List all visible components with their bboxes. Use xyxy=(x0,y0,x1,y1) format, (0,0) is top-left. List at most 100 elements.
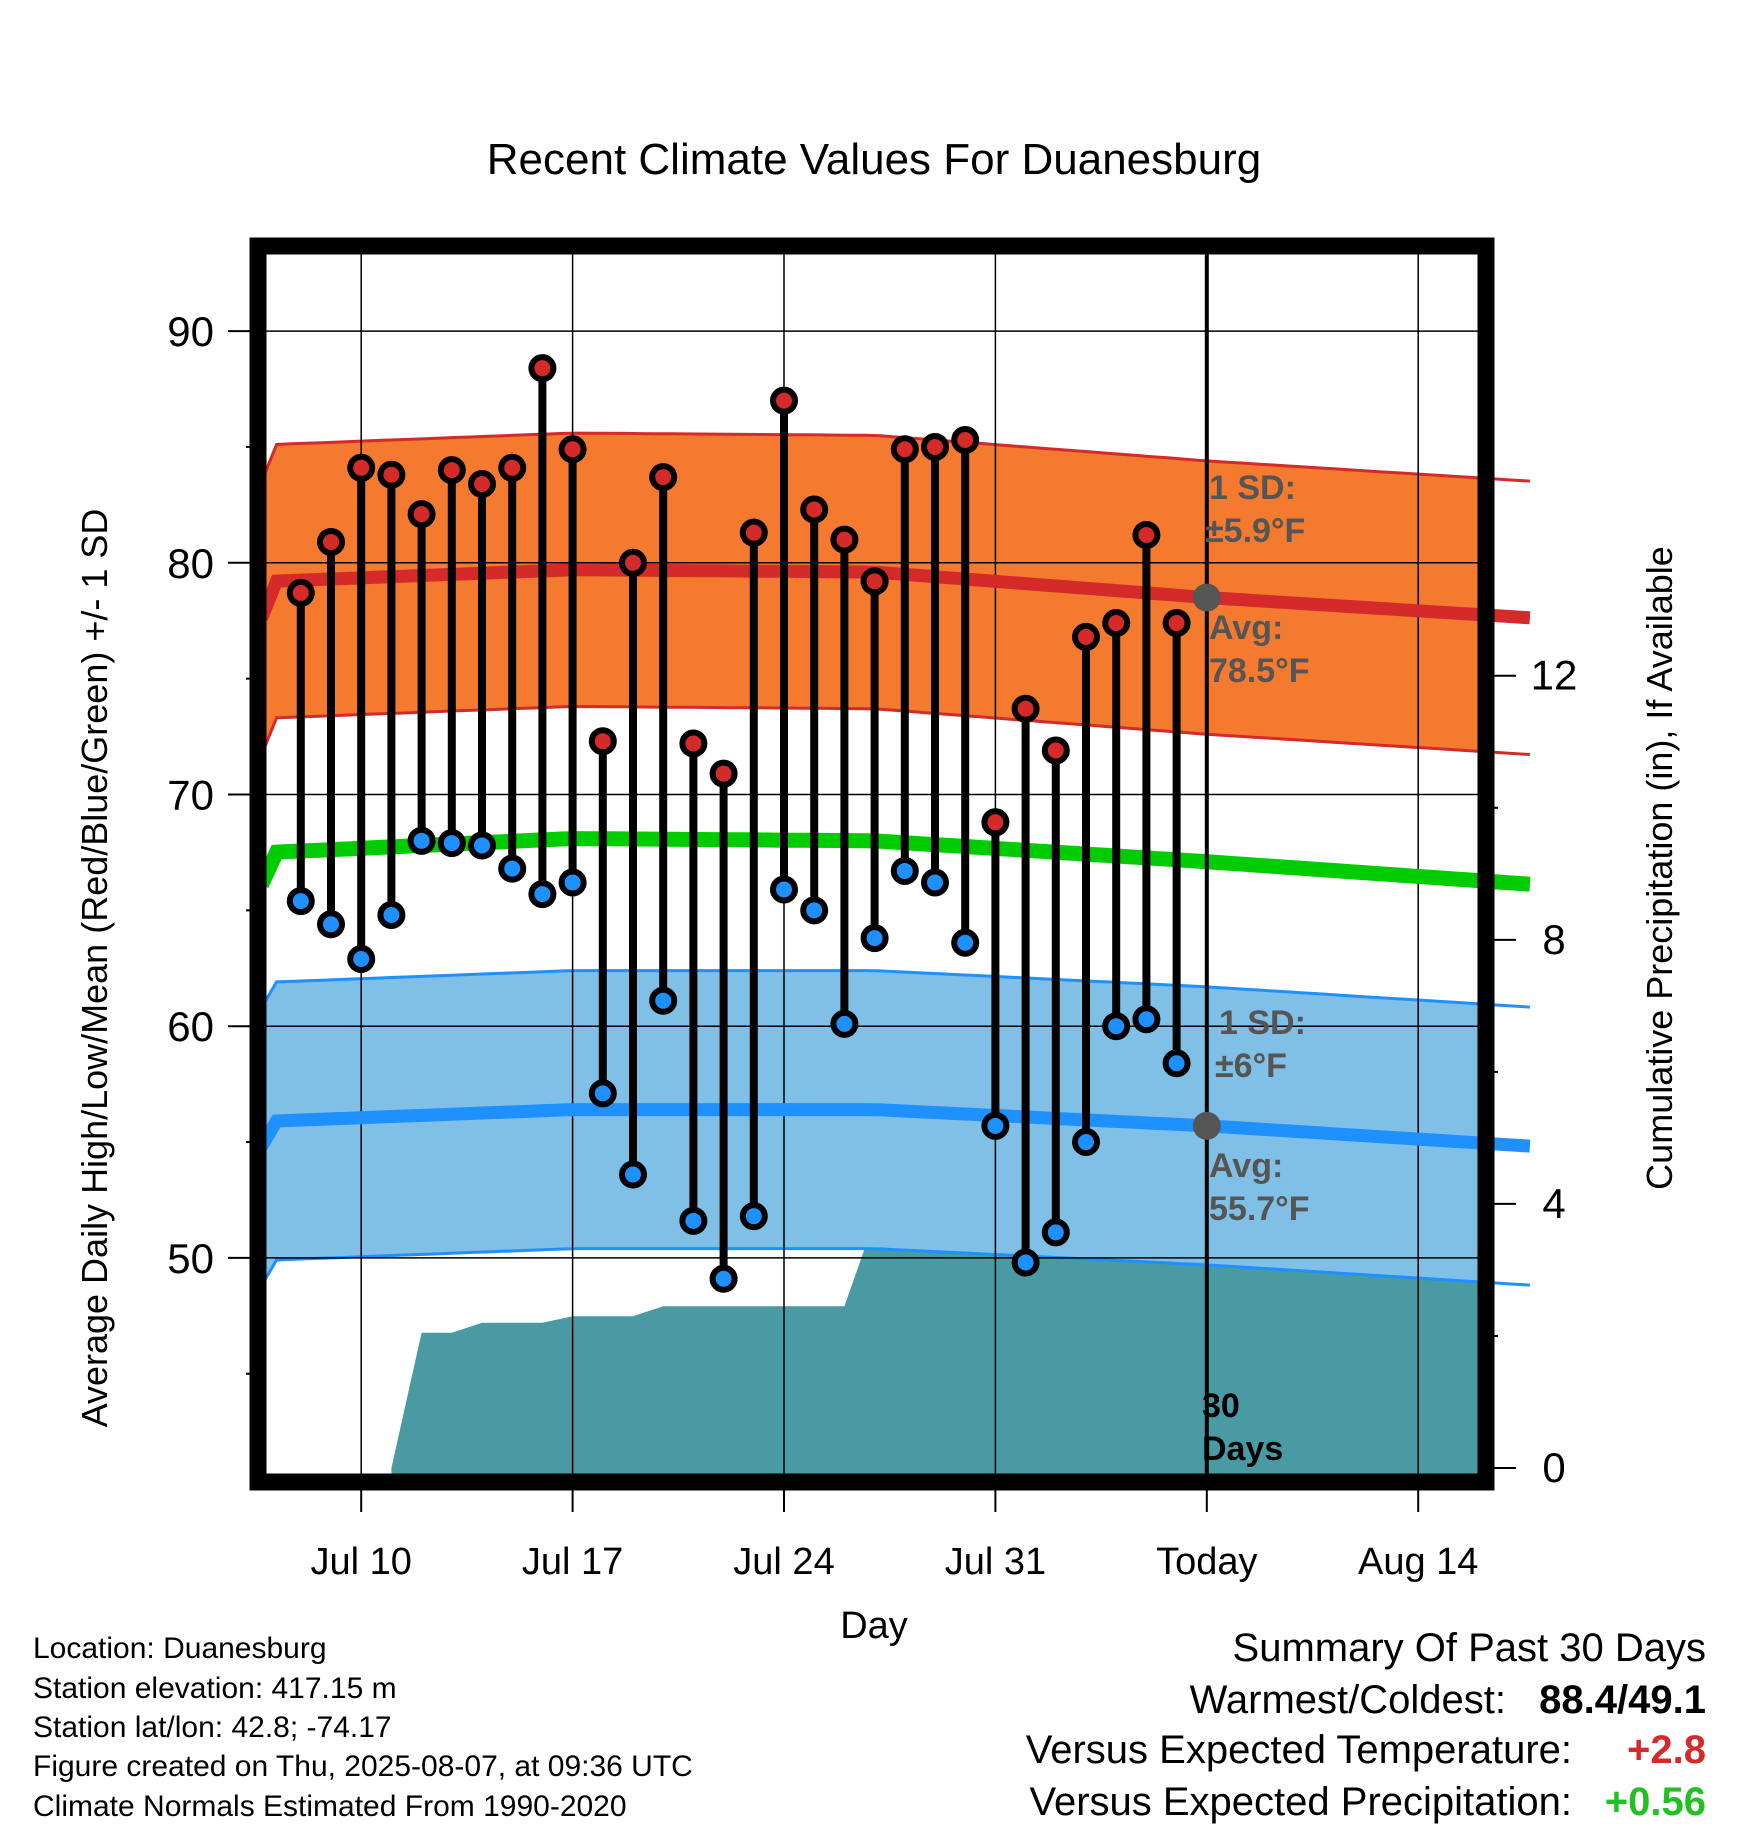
low-point xyxy=(830,1009,859,1038)
temp-value: +2.8 xyxy=(1627,1728,1706,1772)
low-point xyxy=(1102,1012,1131,1041)
low-point xyxy=(890,856,919,885)
high-point xyxy=(528,354,557,383)
high-point xyxy=(679,729,708,758)
low-point xyxy=(800,896,829,925)
high-point xyxy=(951,425,980,454)
warmest-value: 88.4/49.1 xyxy=(1539,1678,1706,1722)
low-point xyxy=(347,944,376,973)
y2-tick-label: 4 xyxy=(1542,1180,1565,1227)
low-point xyxy=(286,887,315,916)
temp-label: Versus Expected Temperature: xyxy=(1025,1728,1572,1772)
low-point xyxy=(739,1202,768,1231)
x-tick-label: Today xyxy=(1156,1541,1257,1583)
high-avg-value: 78.5°F xyxy=(1209,652,1310,690)
precip-value: +0.56 xyxy=(1604,1780,1706,1824)
high-point xyxy=(619,548,647,577)
low-point xyxy=(1011,1248,1040,1277)
high-avg-label: Avg: xyxy=(1209,609,1283,647)
elevation-text: Station elevation: 417.15 m xyxy=(33,1672,397,1705)
high-point xyxy=(1041,736,1070,765)
high-point xyxy=(1162,609,1191,638)
precip-label: Versus Expected Precipitation: xyxy=(1029,1780,1572,1824)
high-point xyxy=(860,567,889,596)
plot-area: 1 SD: ±5.9°F Avg: 78.5°F 1 SD: ±6°F Avg: 55.7°F… xyxy=(167,237,1577,1583)
high-point xyxy=(1132,520,1161,549)
high-point xyxy=(921,432,949,461)
x-tick-label: Jul 17 xyxy=(522,1541,623,1583)
x-tick-label: Aug 14 xyxy=(1358,1541,1478,1583)
low-point xyxy=(317,910,345,939)
low-point xyxy=(709,1264,738,1293)
high-sd-band-lower-edge xyxy=(260,704,1530,756)
summary-title: Summary Of Past 30 Days xyxy=(1232,1626,1706,1670)
latlon-text: Station lat/lon: 42.8; -74.17 xyxy=(33,1711,392,1744)
high-point xyxy=(347,453,376,482)
low-point xyxy=(679,1206,708,1235)
low-point xyxy=(377,900,406,929)
summary-precip-row: Versus Expected Precipitation: +0.56 xyxy=(1029,1780,1706,1825)
high-point xyxy=(739,518,768,547)
low-point xyxy=(981,1111,1010,1140)
low-avg-today-marker xyxy=(1192,1111,1221,1140)
high-point xyxy=(890,435,919,464)
low-point xyxy=(619,1160,647,1189)
high-point xyxy=(981,808,1010,837)
normals-text: Climate Normals Estimated From 1990-2020 xyxy=(33,1790,627,1823)
high-point xyxy=(709,759,738,788)
low-point xyxy=(528,880,557,909)
y-tick-label: 80 xyxy=(167,540,214,587)
low-sd-band-upper-edge xyxy=(260,969,1530,1009)
high-point xyxy=(1102,609,1131,638)
low-point xyxy=(588,1079,617,1108)
created-text: Figure created on Thu, 2025-08-07, at 09… xyxy=(33,1750,693,1783)
low-point xyxy=(1041,1218,1070,1247)
high-point xyxy=(498,453,527,482)
high-point xyxy=(770,386,798,415)
low-point xyxy=(921,868,949,897)
low-point xyxy=(437,829,466,858)
low-point xyxy=(1132,1005,1161,1034)
high-point xyxy=(317,527,345,556)
high-point xyxy=(830,525,859,554)
high-sd-band-upper-edge xyxy=(260,431,1530,483)
high-point xyxy=(437,456,466,485)
y-tick-label: 90 xyxy=(167,308,214,355)
high-sd-value: ±5.9°F xyxy=(1205,512,1305,550)
summary-warmest-row: Warmest/Coldest: 88.4/49.1 xyxy=(1190,1678,1706,1723)
y-tick-label: 50 xyxy=(167,1235,214,1282)
low-avg-label: Avg: xyxy=(1209,1147,1283,1185)
high-avg-today-marker xyxy=(1192,583,1221,612)
x-tick-label: Jul 31 xyxy=(945,1541,1046,1583)
y-axis-label: Average Daily High/Low/Mean (Red/Blue/Gr… xyxy=(74,509,115,1428)
chart-title: Recent Climate Values For Duanesburg xyxy=(487,135,1261,184)
high-point xyxy=(1072,622,1100,651)
high-point xyxy=(468,470,496,499)
high-point xyxy=(407,500,436,529)
low-point xyxy=(1162,1049,1191,1078)
high-point xyxy=(800,495,829,524)
location-text: Location: Duanesburg xyxy=(33,1632,327,1665)
x-tick-label: Jul 10 xyxy=(310,1541,411,1583)
x-tick-label: Jul 24 xyxy=(733,1541,834,1583)
low-point xyxy=(860,924,889,953)
high-point xyxy=(588,727,617,756)
low-point xyxy=(951,928,980,957)
x-axis-label: Day xyxy=(840,1605,908,1647)
high-point xyxy=(1011,694,1040,723)
days-count-label: 30 xyxy=(1202,1387,1240,1425)
low-point xyxy=(1072,1128,1100,1157)
y-tick-label: 70 xyxy=(167,771,214,818)
high-point xyxy=(286,578,315,607)
y2-tick-label: 8 xyxy=(1542,916,1565,963)
low-sd-label: 1 SD: xyxy=(1219,1004,1306,1042)
high-point xyxy=(377,460,406,489)
high-sd-label: 1 SD: xyxy=(1209,469,1296,507)
low-point xyxy=(770,875,798,904)
low-point xyxy=(407,826,436,855)
low-sd-band-lower-edge xyxy=(260,1247,1530,1287)
warmest-label: Warmest/Coldest: xyxy=(1189,1678,1506,1722)
low-point xyxy=(649,986,678,1015)
high-point xyxy=(649,463,678,492)
